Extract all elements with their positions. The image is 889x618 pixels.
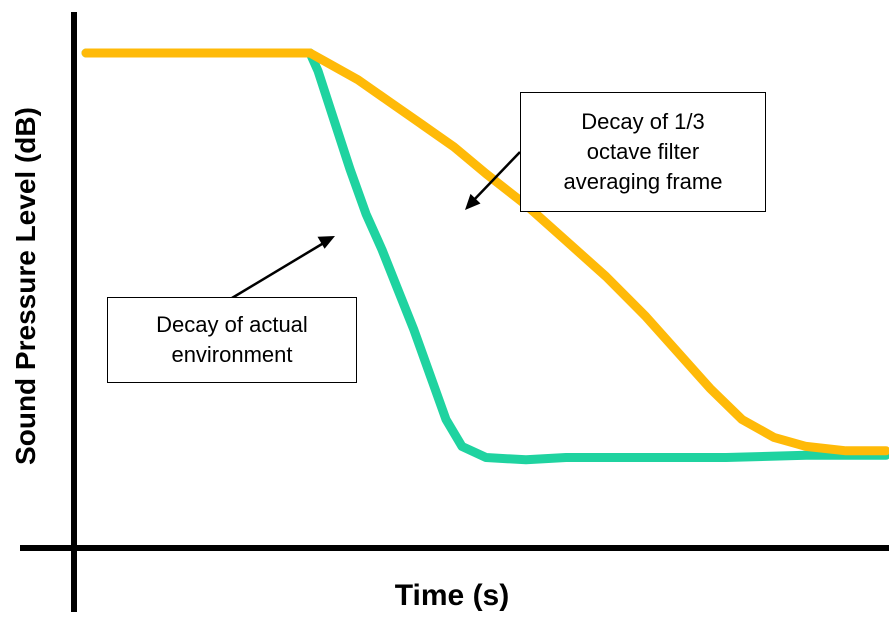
annotation-filter-line-2: octave filter xyxy=(586,139,700,164)
annotation-filter-line-1: Decay of 1/3 xyxy=(581,109,705,134)
series-line-filter-averaging-frame xyxy=(81,48,889,456)
arrowhead-environment-annotation xyxy=(317,236,335,249)
annotation-environment-line-2: environment xyxy=(171,342,293,367)
annotation-arrows xyxy=(231,151,521,300)
y-axis-label: Sound Pressure Level (dB) xyxy=(10,107,41,465)
annotation-filter-decay: Decay of 1/3 octave filter averaging fra… xyxy=(520,92,766,212)
annotation-filter-line-3: averaging frame xyxy=(563,169,723,194)
arrow-filter-annotation xyxy=(470,151,521,204)
series-line-actual-environment xyxy=(81,48,889,465)
annotation-environment-decay: Decay of actual environment xyxy=(107,297,357,383)
series-layer xyxy=(81,48,889,465)
arrowhead-filter-annotation xyxy=(465,193,481,210)
x-axis-label: Time (s) xyxy=(395,579,509,612)
arrow-environment-annotation xyxy=(231,239,328,300)
annotation-environment-line-1: Decay of actual xyxy=(156,312,308,337)
